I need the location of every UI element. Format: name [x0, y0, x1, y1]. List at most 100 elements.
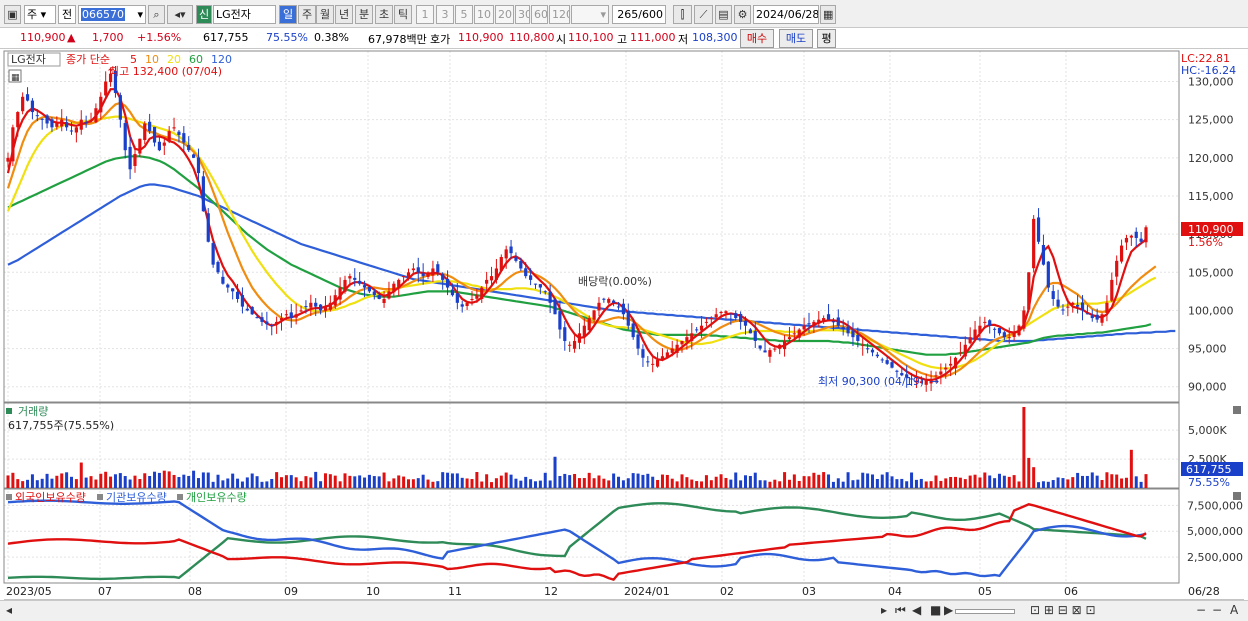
candle-body — [411, 268, 415, 271]
candle-body — [55, 123, 59, 127]
candle-body — [817, 319, 821, 324]
candle-body — [113, 70, 118, 93]
save-icon[interactable]: ▤ — [715, 5, 732, 24]
candle-body — [21, 96, 25, 112]
eval-button[interactable]: 평 — [817, 29, 836, 48]
bottom-scroll-bar[interactable]: ◂ ▸ ⏮ ◀ ■ ▶ ⊡ ⊞ ⊟ ⊠ ⊡ − − A — [0, 600, 1248, 621]
font-size-icon[interactable]: A — [1230, 603, 1239, 617]
candle-body — [314, 302, 318, 307]
x-axis-label: 11 — [448, 585, 462, 598]
stock-code-input[interactable]: 066570 ▾ — [78, 5, 146, 24]
candle-body — [812, 321, 816, 326]
buy-button[interactable]: 매수 — [740, 29, 774, 48]
next-icon[interactable]: ▶ — [944, 603, 954, 617]
zoom-in-icon[interactable]: − — [1212, 603, 1223, 617]
price-tick-label: 120,000 — [1188, 152, 1234, 165]
candle-body — [621, 303, 625, 315]
stop-icon[interactable]: ■ — [930, 603, 942, 617]
period-button-0[interactable]: 일 — [279, 5, 297, 24]
volume-panel-close-icon[interactable] — [1233, 406, 1241, 414]
search-icon[interactable]: ⌕ — [148, 5, 165, 24]
main-type-select[interactable]: 주 ▾ — [24, 5, 56, 24]
interval-extra-select[interactable]: ▾ — [571, 5, 609, 24]
volume-bar — [861, 472, 865, 488]
interval-button-60[interactable]: 60 — [531, 5, 548, 24]
interval-button-120[interactable]: 120 — [549, 5, 570, 24]
candle-body — [626, 310, 630, 326]
count-field[interactable]: 265/600 — [612, 5, 666, 24]
candle-body — [514, 257, 518, 261]
candle-body — [509, 246, 513, 254]
zoom-tools-icon[interactable]: ⊡ ⊞ ⊟ ⊠ ⊡ — [1030, 603, 1096, 617]
volume-bar — [338, 481, 342, 488]
volume-bar — [875, 479, 879, 488]
candle-body — [983, 321, 987, 323]
settings-gear-icon[interactable]: ⚙ — [734, 5, 751, 24]
ask-price: 110,900 — [458, 31, 504, 44]
sell-button[interactable]: 매도 — [779, 29, 813, 48]
interval-button-20[interactable]: 20 — [495, 5, 514, 24]
candle-type-icon[interactable]: ⫿ — [673, 5, 692, 24]
volume-bar — [138, 479, 142, 488]
period-button-5[interactable]: 초 — [375, 5, 393, 24]
candle-body — [499, 257, 503, 271]
volume-bar — [157, 472, 161, 488]
volume-bar — [997, 473, 1001, 488]
candle-body — [524, 268, 528, 277]
stock-name-field[interactable]: LG전자 — [213, 5, 276, 24]
holdings-panel-close-icon[interactable] — [1233, 492, 1241, 500]
first-page-icon[interactable]: ⏮ — [895, 603, 906, 617]
candle-body — [1056, 299, 1060, 307]
type2-select[interactable]: 전 — [58, 5, 76, 24]
candle-body — [704, 321, 709, 323]
volume-bar — [548, 480, 552, 488]
volume-bar — [656, 479, 660, 488]
volume-bar — [201, 472, 205, 488]
volume-bar — [739, 480, 743, 488]
volume-bar — [543, 472, 547, 488]
interval-button-10[interactable]: 10 — [474, 5, 494, 24]
volume-bar — [490, 482, 494, 488]
candle-body — [1105, 302, 1109, 313]
interval-button-5[interactable]: 5 — [455, 5, 473, 24]
prev-icon[interactable]: ◀ — [912, 603, 922, 617]
volume-bar — [1066, 479, 1070, 488]
candle-body — [460, 304, 464, 307]
volume-bar — [485, 474, 489, 488]
volume-bar — [870, 474, 874, 488]
candle-body — [299, 310, 303, 312]
period-button-6[interactable]: 틱 — [394, 5, 412, 24]
interval-button-30[interactable]: 30 — [515, 5, 530, 24]
price-tick-label: 90,000 — [1188, 381, 1227, 394]
period-button-2[interactable]: 월 — [316, 5, 334, 24]
scroll-right-icon[interactable]: ▸ — [881, 603, 888, 617]
volume-bar — [890, 476, 894, 488]
volume-bar — [568, 475, 572, 488]
window-menu-icon[interactable]: ▣ — [4, 5, 21, 24]
volume-tag-value: 617,755 — [1186, 463, 1232, 476]
stock-chart[interactable]: 130,000125,000120,000115,000110,000105,0… — [0, 49, 1248, 600]
zoom-slider[interactable] — [955, 609, 1015, 614]
candle-body — [709, 318, 713, 320]
draw-tool-icon[interactable]: ⟋ — [694, 5, 713, 24]
period-button-4[interactable]: 분 — [355, 5, 373, 24]
volume-bar — [455, 473, 459, 488]
candle-body — [729, 313, 733, 315]
panel-option-icon[interactable] — [8, 69, 22, 83]
low-annotation-arrow: → — [930, 375, 939, 388]
period-button-1[interactable]: 주 — [298, 5, 316, 24]
interval-button-1[interactable]: 1 — [416, 5, 434, 24]
candle-body — [1007, 337, 1011, 339]
scroll-left-icon[interactable]: ◂ — [6, 603, 13, 617]
candle-body — [1032, 218, 1036, 269]
speaker-icon[interactable]: ◂▾ — [167, 5, 193, 24]
zoom-out-icon[interactable]: − — [1196, 603, 1207, 617]
candle-body — [167, 131, 171, 142]
period-button-3[interactable]: 년 — [335, 5, 353, 24]
date-field[interactable]: 2024/06/28 — [753, 5, 819, 24]
calendar-icon[interactable]: ▦ — [820, 5, 836, 24]
x-axis-label: 2024/01 — [624, 585, 670, 598]
volume-bar — [744, 475, 748, 488]
candle-body — [949, 363, 953, 366]
interval-button-3[interactable]: 3 — [436, 5, 454, 24]
